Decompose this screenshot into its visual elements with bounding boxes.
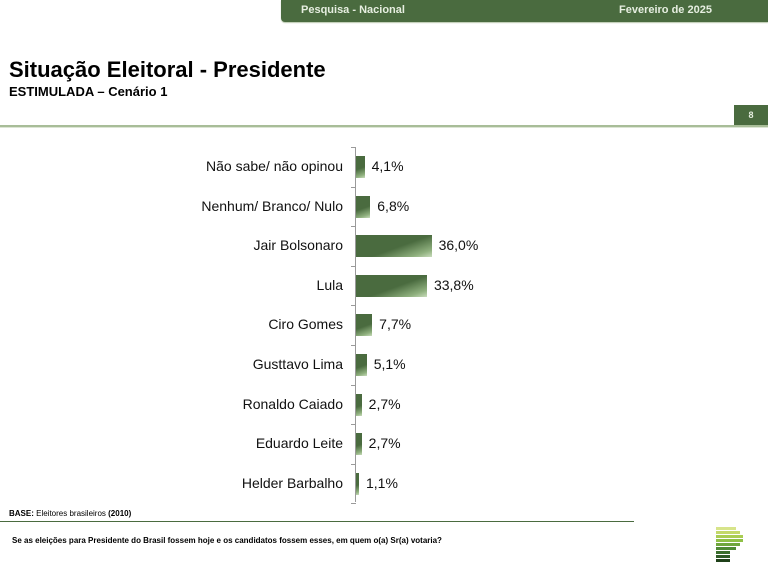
survey-date-label: Fevereiro de 2025 — [619, 4, 712, 16]
bar-chart: Não sabe/ não opinou 4,1% Nenhum/ Branco/ … — [0, 145, 768, 510]
page-subtitle: ESTIMULADA – Cenário 1 — [9, 84, 168, 99]
value-label: 1,1% — [366, 474, 398, 491]
survey-question: Se as eleições para Presidente do Brasil… — [12, 536, 442, 545]
category-label: Jair Bolsonaro — [253, 237, 344, 254]
axis-tick — [351, 384, 356, 386]
category-label: Eduardo Leite — [255, 435, 343, 452]
chart-axis — [355, 147, 356, 502]
base-label: BASE: — [9, 509, 34, 518]
axis-tick — [351, 226, 356, 228]
chart-row: Eduardo Leite 2,7% — [0, 424, 768, 463]
header-bar: Pesquisa - Nacional Fevereiro de 2025 — [281, 0, 768, 22]
value-label: 2,7% — [368, 435, 401, 452]
category-label: Gusttavo Lima — [252, 356, 343, 372]
axis-tick — [351, 345, 356, 346]
category-label: Lula — [316, 276, 343, 293]
page-title: Situação Eleitoral - Presidente — [9, 57, 326, 82]
bar — [356, 472, 359, 495]
bar — [356, 235, 432, 258]
base-text: Eleitores brasileiros — [33, 509, 109, 518]
value-label: 7,7% — [379, 316, 412, 333]
page-number-badge: 8 — [734, 105, 768, 126]
bar — [356, 274, 427, 297]
bar — [356, 314, 373, 337]
bar — [356, 393, 362, 416]
base-sample-size: (2010) — [108, 509, 132, 518]
axis-tick — [351, 186, 356, 188]
value-label: 2,7% — [368, 395, 401, 412]
category-label: Ciro Gomes — [268, 316, 343, 333]
axis-tick — [351, 305, 356, 307]
value-label: 4,1% — [371, 158, 404, 174]
header-divider — [0, 125, 768, 127]
category-label: Helder Barbalho — [241, 474, 343, 491]
brand-logo-icon — [716, 527, 748, 565]
bar — [356, 156, 365, 178]
chart-row: Jair Bolsonaro 36,0% — [0, 226, 768, 265]
chart-row: Lula 33,8% — [0, 266, 768, 305]
axis-tick — [351, 463, 356, 465]
chart-row: Não sabe/ não opinou 4,1% — [0, 147, 768, 186]
axis-tick — [351, 503, 356, 505]
footer-divider — [0, 521, 634, 522]
category-label: Nenhum/ Branco/ Nulo — [201, 197, 343, 214]
value-label: 6,8% — [377, 197, 410, 214]
chart-row: Gusttavo Lima 5,1% — [0, 345, 768, 384]
value-label: 36,0% — [438, 237, 479, 254]
bar — [356, 433, 362, 456]
survey-scope-label: Pesquisa - Nacional — [301, 4, 405, 16]
chart-row: Helder Barbalho 1,1% — [0, 464, 768, 503]
category-label: Não sabe/ não opinou — [206, 158, 343, 174]
value-label: 33,8% — [433, 276, 474, 293]
chart-row: Ronaldo Caiado 2,7% — [0, 385, 768, 424]
axis-tick — [351, 424, 356, 426]
axis-tick — [351, 147, 356, 148]
value-label: 5,1% — [373, 356, 406, 372]
bar — [356, 195, 371, 218]
category-label: Ronaldo Caiado — [242, 395, 343, 412]
bar — [356, 354, 367, 376]
axis-tick — [351, 265, 356, 267]
chart-row: Nenhum/ Branco/ Nulo 6,8% — [0, 187, 768, 226]
base-note: BASE: Eleitores brasileiros (2010) — [9, 509, 131, 518]
chart-row: Ciro Gomes 7,7% — [0, 305, 768, 344]
header-divider-shadow — [0, 127, 768, 128]
